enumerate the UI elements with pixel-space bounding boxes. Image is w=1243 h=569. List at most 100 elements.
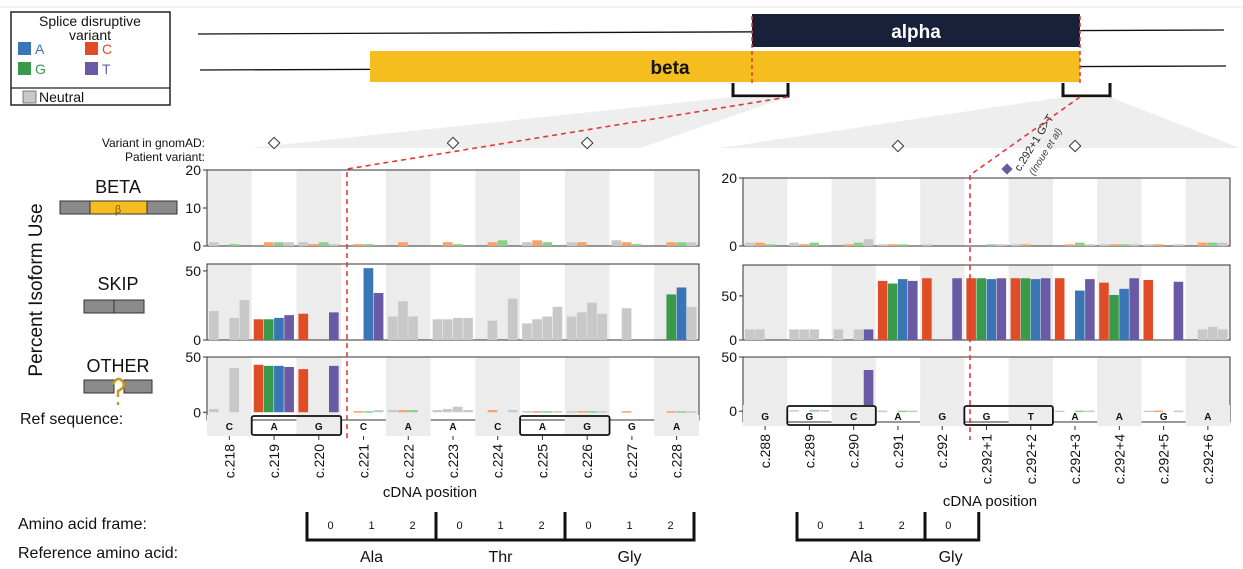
x-axis-title-right: cDNA position [943, 493, 1037, 510]
panel-frame-other [742, 356, 1231, 423]
seq-shade [207, 415, 252, 436]
bar [308, 244, 319, 246]
bar [209, 242, 219, 246]
bar [532, 319, 542, 340]
column-shade [207, 170, 252, 246]
seq-shade [920, 405, 965, 426]
bar [532, 411, 542, 413]
column-shade [475, 357, 521, 420]
y-tick-label: 50 [185, 349, 201, 365]
bar [1085, 279, 1095, 340]
legend-swatch-g [18, 62, 31, 75]
bar [1173, 410, 1184, 413]
bar [799, 244, 809, 246]
bar [487, 320, 498, 340]
bar [1075, 290, 1085, 340]
bar [1153, 244, 1164, 246]
panel-frame-other [206, 356, 700, 421]
bar [1085, 244, 1095, 246]
bar [755, 242, 765, 246]
bar [274, 317, 284, 340]
bar [318, 242, 329, 246]
bar [765, 244, 775, 246]
bar [597, 411, 608, 413]
x-tick-label: c.292+5 [1156, 434, 1172, 484]
ref-aa-label: Reference amino acid: [18, 545, 178, 562]
y-axis-title: Percent Isoform Use [26, 203, 47, 376]
alpha-exon [752, 14, 1080, 47]
bar [353, 244, 364, 246]
x-tick-label: c.291 [890, 434, 906, 468]
bar [298, 369, 309, 413]
bar [542, 242, 553, 246]
bar [1099, 244, 1109, 246]
y-tick-label: 20 [721, 170, 737, 186]
frame-number: 0 [456, 520, 462, 532]
x-tick-label: c.292+4 [1111, 434, 1127, 484]
ref-base: A [449, 422, 456, 433]
bar [522, 323, 532, 340]
skip-pictogram-left [83, 299, 115, 314]
column-shade [831, 178, 876, 246]
bar [877, 410, 888, 413]
bar [809, 242, 819, 246]
legend-neutral-swatch [22, 90, 37, 104]
bar [666, 242, 677, 246]
column-shade [654, 170, 699, 246]
ref-base: A [405, 422, 412, 433]
bar [966, 278, 976, 340]
bar [1173, 244, 1184, 246]
bar [566, 242, 577, 246]
bar [566, 411, 577, 413]
legend-neutral-label: Neutral [39, 89, 84, 105]
ref-base: A [1071, 412, 1078, 423]
amino-acid-frames: Ala Thr Gly 0 1 2 0 1 2 0 1 2 Ala Gly 0 1 2 0 [305, 512, 981, 566]
bar [507, 298, 518, 340]
bar [1129, 278, 1139, 340]
bar [1129, 244, 1139, 246]
zoom-wedge-left [250, 97, 788, 148]
bar [877, 280, 888, 340]
bar [298, 313, 309, 340]
bar [621, 242, 632, 246]
bar [1143, 280, 1154, 340]
bar [686, 411, 697, 413]
bar [976, 278, 986, 340]
bar [843, 244, 854, 246]
frame-number: 1 [858, 520, 864, 532]
zoom-wedge-right [720, 97, 1240, 148]
bar [611, 240, 622, 246]
bar [745, 329, 755, 340]
bar [1217, 329, 1228, 340]
x-tick-label: c.288 [757, 434, 773, 468]
column-shade [385, 357, 431, 420]
amino-acid-label: Gly [939, 549, 963, 566]
frame-number: 0 [327, 520, 333, 532]
x-tick-label: c.226 [579, 444, 595, 478]
bar [1075, 410, 1085, 413]
bar [1020, 278, 1031, 340]
ref-sequence-label: Ref sequence: [20, 411, 123, 428]
bar [329, 312, 339, 340]
ref-base: A [270, 422, 277, 433]
bar [329, 365, 339, 413]
bar [373, 293, 384, 340]
amino-acid-label: Gly [618, 549, 642, 566]
x-tick-label: c.223 [445, 444, 461, 478]
bar [686, 306, 697, 340]
legend-label-g: G [35, 61, 46, 77]
codon-bracket [923, 512, 981, 542]
bar [253, 319, 264, 340]
y-tick-label: 0 [193, 332, 201, 348]
beta-symbol: β [115, 204, 121, 216]
bar [799, 329, 809, 340]
column-shade [296, 170, 342, 246]
x-tick-label: c.292+1 [979, 434, 995, 484]
bar [542, 316, 553, 340]
bar [274, 365, 284, 413]
frame-number: 0 [945, 520, 951, 532]
gnomad-diamond-icon [267, 136, 281, 150]
panel-frame-beta [742, 177, 1231, 247]
